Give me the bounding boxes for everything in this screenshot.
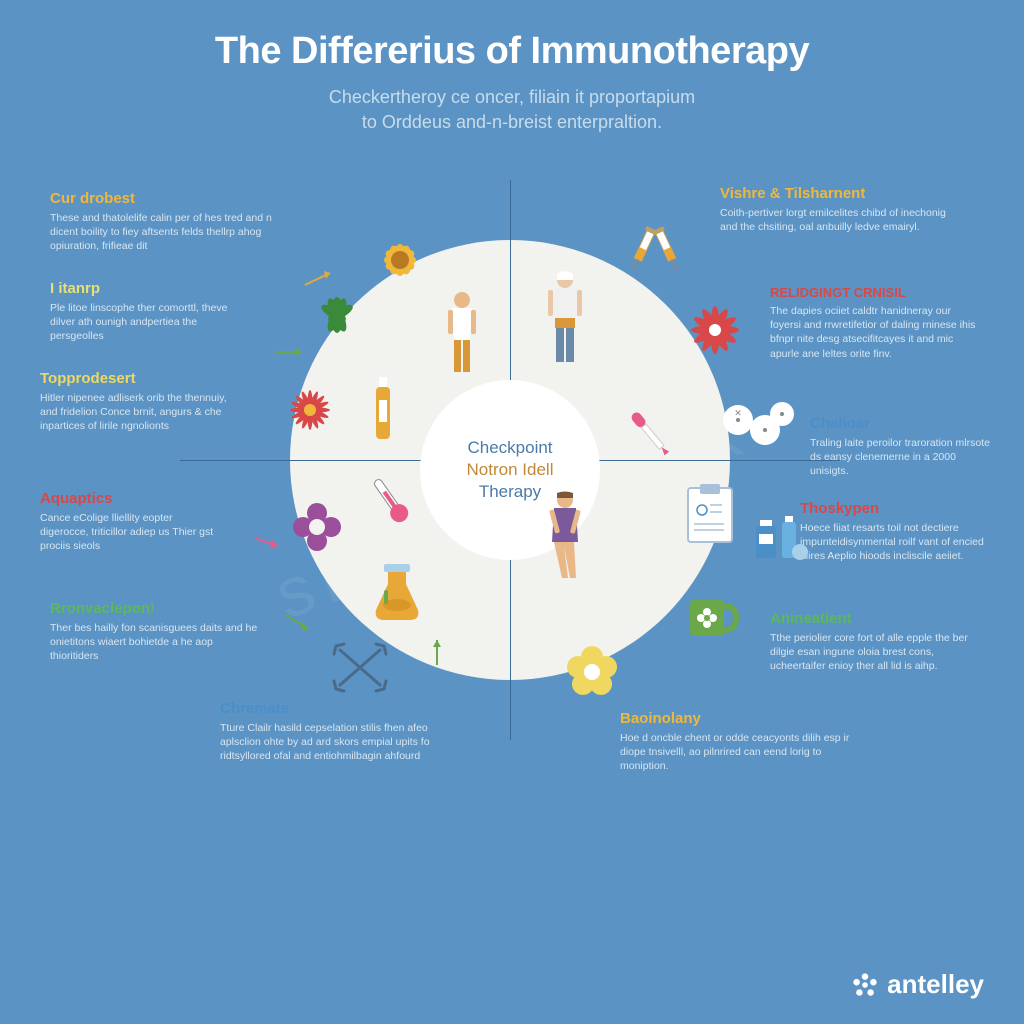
- svg-text:✕: ✕: [734, 408, 742, 418]
- arrow-icon: [250, 530, 285, 555]
- yellow-flower-icon: [560, 640, 625, 705]
- cells-icon: ✕: [720, 400, 795, 455]
- dropper-icon: [620, 400, 680, 470]
- leaf-icon: [310, 290, 365, 340]
- item-title: Cur drobest: [50, 190, 280, 207]
- spiky-flower-icon: [280, 380, 340, 440]
- green-mug-icon: [680, 590, 740, 645]
- item-itanrp: I itanrp Ple litoe linscophe ther comort…: [50, 280, 250, 344]
- person-walking-icon: [540, 490, 590, 585]
- item-aquaptics: Aquaptics Cance eColige lliellity eopter…: [40, 490, 220, 554]
- infographic-canvas: Checkpoint Notron Idell Therapy Cur drob…: [0, 160, 1024, 920]
- medicine-bottles-icon: [750, 510, 810, 565]
- item-chalioar: Chalioar Traling laite peroilor trarorat…: [810, 415, 990, 479]
- item-thoskypen: Thoskypen Hoece fiiat resarts toil not d…: [800, 500, 1000, 564]
- clipboard-icon: [680, 480, 740, 550]
- item-body: These and thatolelife calin per of hes t…: [50, 211, 280, 254]
- person-right-icon: [540, 270, 590, 370]
- arrow-icon: [425, 635, 450, 670]
- purple-ring-icon: [290, 500, 345, 555]
- brand-text: antelley: [887, 969, 984, 1000]
- item-vishre: Vishre & Tilsharnent Coith-pertiver lorg…: [720, 185, 950, 234]
- item-baoinolany: Baoinolany Hoe d oncble chent or odde ce…: [620, 710, 850, 774]
- header: The Differerius of Immunotherapy Checker…: [0, 0, 1024, 145]
- bottle-icon: [370, 375, 396, 445]
- thermometer-icon: [360, 470, 420, 530]
- red-daisy-icon: [680, 295, 750, 365]
- item-topprodesert: Topprodesert Hitler nipenee adliserk ori…: [40, 370, 240, 434]
- item-curdrobest: Cur drobest These and thatolelife calin …: [50, 190, 280, 254]
- arrow-icon: [270, 340, 310, 365]
- arrow-icon: [280, 610, 315, 635]
- page-title: The Differerius of Immunotherapy: [40, 30, 984, 73]
- person-left-icon: [440, 290, 485, 380]
- brand-logo: antelley: [851, 969, 984, 1000]
- arrow-icon: [300, 265, 340, 295]
- item-anineatient: Anineatient Tthe periolier core fort of …: [770, 610, 980, 674]
- item-relidgingt: RELIDGINGT CRNISIL The dapies ociiet cal…: [770, 285, 980, 361]
- brand-mark-icon: [851, 971, 879, 999]
- page-subtitle: Checkertheroy ce oncer, filiain it propo…: [40, 85, 984, 135]
- item-chremate: Chremate Tture Clailr hasild cepselation…: [220, 700, 440, 764]
- syringes-icon: [620, 220, 690, 290]
- item-rronvaclepon: Rronvaclepon! Ther bes hailly fon scanis…: [50, 600, 260, 664]
- flask-icon: [370, 560, 425, 625]
- sunflower-icon: [370, 230, 430, 290]
- crossed-tools-icon: [330, 640, 390, 695]
